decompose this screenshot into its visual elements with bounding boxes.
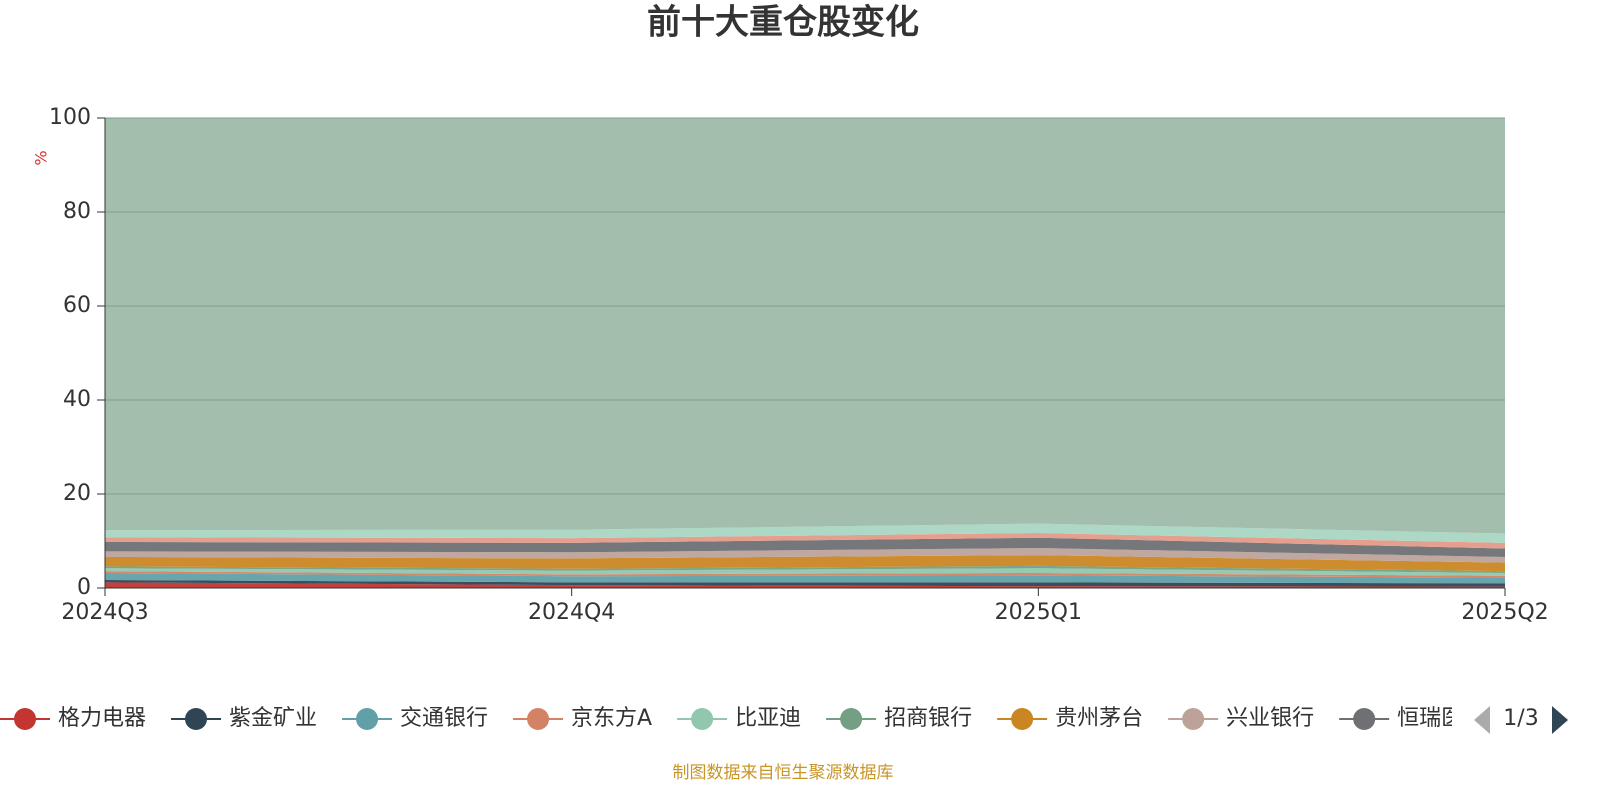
area	[105, 548, 1505, 563]
legend-item[interactable]: 比亚迪	[677, 706, 801, 731]
x-tick-label: 2025Q1	[995, 600, 1082, 625]
legend: 格力电器 紫金矿业 交通银行 京东方A 比亚迪 招商银行 贵州茅台 兴业银行 恒瑞医药	[0, 706, 1485, 731]
legend-label: 交通银行	[400, 706, 488, 731]
area	[105, 572, 1505, 584]
legend-label: 招商银行	[884, 706, 972, 731]
legend-label: 贵州茅台	[1055, 706, 1143, 731]
legend-next[interactable]	[1552, 706, 1568, 734]
legend-marker	[356, 708, 379, 730]
x-tick-label: 2025Q2	[1461, 600, 1548, 625]
legend-label: 比亚迪	[735, 706, 801, 731]
area	[105, 571, 1505, 578]
legend-item[interactable]: 紫金矿业	[171, 706, 317, 731]
legend-item[interactable]: 招商银行	[826, 706, 972, 731]
y-tick-label: 0	[77, 575, 91, 600]
area	[105, 565, 1505, 573]
legend-marker	[1353, 708, 1376, 730]
area	[105, 537, 1505, 557]
legend-marker	[527, 708, 550, 730]
y-unit: %	[32, 150, 51, 165]
area	[105, 580, 1505, 587]
legend-label: 京东方A	[571, 706, 652, 731]
legend-page: 1/3	[1503, 706, 1538, 731]
legend-item[interactable]: 兴业银行	[1168, 706, 1314, 731]
legend-label: 恒瑞医药	[1397, 706, 1485, 731]
plot-area: 0 20 40 60 80 100 2024Q3 2024Q4 2025Q1 2025Q2	[49, 105, 1549, 625]
legend-label: 格力电器	[58, 706, 146, 731]
legend-item[interactable]: 交通银行	[342, 706, 488, 731]
y-tick-label: 80	[63, 199, 91, 224]
y-tick-label: 40	[63, 387, 91, 412]
area	[105, 568, 1505, 576]
chart-title: 前十大重仓股变化	[647, 3, 919, 43]
area	[105, 555, 1505, 572]
legend-prev[interactable]	[1474, 706, 1490, 734]
y-tick-label: 100	[49, 105, 91, 130]
legend-label: 兴业银行	[1226, 706, 1314, 731]
area	[105, 118, 1505, 534]
legend-item[interactable]: 京东方A	[513, 706, 652, 731]
area	[105, 533, 1505, 549]
area	[105, 523, 1505, 543]
legend-item[interactable]: 贵州茅台	[997, 706, 1143, 731]
y-tick-label: 20	[63, 481, 91, 506]
legend-label: 紫金矿业	[229, 706, 317, 731]
source-note: 制图数据来自恒生聚源数据库	[673, 763, 894, 783]
legend-marker	[185, 708, 208, 730]
y-tick-label: 60	[63, 293, 91, 318]
legend-marker	[840, 708, 863, 730]
legend-marker	[1182, 708, 1205, 730]
area	[105, 582, 1505, 588]
legend-marker	[1011, 708, 1034, 730]
legend-item[interactable]: 恒瑞医药	[1339, 706, 1485, 731]
legend-item[interactable]: 格力电器	[0, 706, 146, 731]
x-tick-label: 2024Q3	[61, 600, 148, 625]
legend-marker	[14, 708, 36, 730]
legend-marker	[691, 708, 714, 730]
x-tick-label: 2024Q4	[528, 600, 615, 625]
